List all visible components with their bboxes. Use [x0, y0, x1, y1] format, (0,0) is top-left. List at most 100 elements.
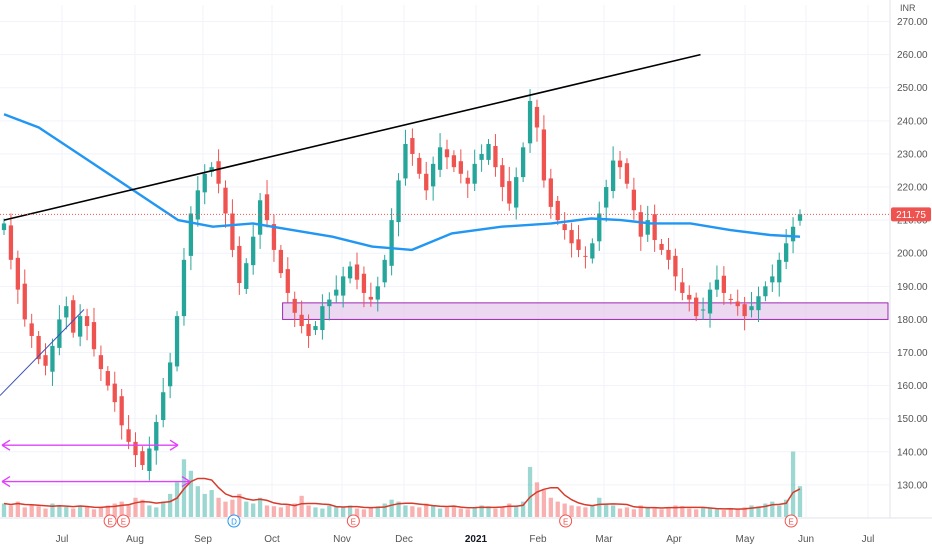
- candle-body: [624, 163, 630, 184]
- candle-body: [299, 314, 304, 327]
- candle-body: [327, 299, 332, 307]
- volume-bar: [43, 508, 48, 517]
- candle-body: [237, 245, 242, 284]
- candle-body: [444, 149, 450, 158]
- candle-body: [36, 335, 41, 360]
- candle-body: [486, 144, 491, 160]
- volume-bar: [334, 506, 339, 517]
- time-tick-label: Mar: [595, 534, 613, 545]
- candle-body: [209, 167, 214, 172]
- event-marker[interactable]: E: [784, 514, 798, 528]
- candle-body: [334, 289, 339, 296]
- time-tick-label: Dec: [395, 534, 413, 545]
- volume-bar: [680, 506, 685, 517]
- volume-bar: [666, 507, 671, 517]
- candle-body: [777, 259, 782, 283]
- candle-body: [617, 160, 623, 168]
- volume-bar: [244, 501, 249, 517]
- time-tick-label: May: [736, 534, 755, 545]
- volume-bar: [617, 508, 623, 517]
- candle-body: [763, 286, 768, 297]
- volume-bar: [257, 497, 263, 517]
- candle-body: [382, 259, 387, 283]
- volume-bar: [444, 507, 450, 517]
- volume-bar: [119, 501, 124, 517]
- volume-bar: [57, 505, 62, 517]
- candle-body: [472, 163, 477, 184]
- candle-body: [694, 297, 699, 317]
- candle-body: [161, 392, 166, 421]
- candle-body: [721, 275, 727, 293]
- event-marker-circle: [227, 514, 241, 528]
- event-marker[interactable]: E: [346, 514, 360, 528]
- short-channel-trendline[interactable]: [0, 309, 85, 396]
- candle-body: [562, 224, 567, 231]
- event-marker[interactable]: D: [227, 514, 241, 528]
- candle-body: [576, 239, 581, 250]
- candle-body: [223, 187, 228, 214]
- volume-bar: [590, 505, 595, 517]
- volume-bar: [361, 509, 367, 517]
- volume-bar: [610, 505, 616, 517]
- candle-body: [216, 161, 221, 184]
- candle-body: [437, 147, 443, 170]
- volume-bar: [389, 499, 394, 517]
- event-marker[interactable]: E: [559, 514, 573, 528]
- candle-body: [8, 225, 14, 260]
- candle-body: [140, 451, 145, 466]
- volume-bar: [354, 508, 360, 517]
- candle-body: [354, 264, 360, 280]
- candle-body: [514, 177, 519, 208]
- volume-bars: [1, 451, 803, 517]
- volume-bar: [472, 507, 477, 517]
- range-arrows[interactable]: [1, 439, 191, 488]
- time-tick-label: Sep: [194, 534, 212, 545]
- candle-body: [610, 160, 616, 192]
- support-zone-rectangle[interactable]: [282, 302, 889, 320]
- candle-body: [756, 296, 761, 311]
- volume-bar: [285, 505, 290, 517]
- candle-body: [43, 355, 48, 366]
- volume-bar: [306, 505, 311, 517]
- candle-body: [105, 371, 110, 386]
- candle-body: [285, 269, 290, 293]
- volume-bar: [520, 501, 526, 517]
- last-price-value: 211.75: [896, 210, 926, 221]
- volume-bar: [133, 497, 138, 517]
- event-marker[interactable]: E: [103, 514, 117, 528]
- last-price-badge: [891, 207, 931, 222]
- volume-bar: [527, 466, 533, 517]
- volume-bar: [631, 509, 637, 517]
- volume-bar: [223, 501, 228, 517]
- event-marker-label: E: [563, 518, 568, 527]
- candle-body: [396, 180, 401, 223]
- candle-body: [375, 286, 380, 300]
- volume-bar: [576, 506, 581, 517]
- volume-bar: [645, 507, 650, 517]
- volume-bar: [167, 493, 173, 517]
- grid: [0, 5, 889, 518]
- event-marker[interactable]: E: [116, 514, 130, 528]
- price-tick-label: 240.00: [897, 116, 928, 127]
- candle-body: [91, 322, 97, 350]
- volume-bar: [721, 510, 727, 517]
- candle-body: [500, 165, 505, 188]
- candle-body: [133, 441, 138, 456]
- volume-bar: [458, 508, 463, 517]
- volume-bar: [714, 509, 720, 517]
- candle-body: [230, 213, 235, 250]
- price-axis[interactable]: 130.00 140.00 150.00 160.00 170.00 180.00 190.…: [889, 0, 928, 518]
- candle-body: [465, 177, 470, 184]
- volume-bar: [770, 501, 775, 517]
- volume-bar: [271, 506, 277, 517]
- volume-bar: [486, 506, 491, 517]
- volume-bar: [597, 497, 602, 517]
- rising-trendline[interactable]: [3, 53, 701, 221]
- time-axis[interactable]: Jul Aug Sep Oct Nov Dec 2021 Feb Mar Apr May Jun Jul: [0, 517, 932, 545]
- volume-bar: [465, 509, 470, 517]
- volume-bar: [84, 506, 90, 517]
- candle-body: [687, 294, 692, 300]
